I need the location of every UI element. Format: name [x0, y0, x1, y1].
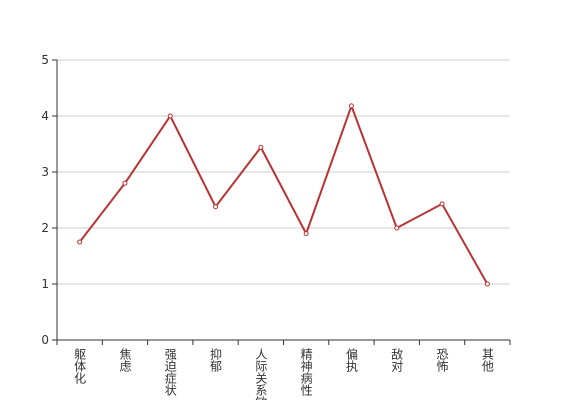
- point: [213, 204, 219, 210]
- point: [77, 239, 83, 245]
- y-tick-label: 2: [41, 221, 49, 235]
- x-tick-label: 精神病性: [299, 348, 313, 397]
- x-tick-label: 其他: [480, 348, 494, 372]
- x-tick-label: 偏执: [344, 347, 358, 373]
- x-tick-label: 人际关系敏感: [254, 348, 268, 400]
- point: [122, 180, 128, 186]
- x-tick-label: 躯体化: [73, 347, 87, 385]
- x-tick-label: 敌对: [390, 347, 404, 372]
- x-tick-label: 强迫症状: [163, 348, 177, 396]
- point: [394, 225, 400, 231]
- line: [78, 102, 489, 285]
- y-tick-label: 0: [41, 333, 49, 347]
- point: [167, 113, 173, 119]
- x-tick-label: 恐怖: [435, 348, 449, 372]
- y-tick-label: 1: [41, 277, 49, 291]
- point: [303, 231, 309, 237]
- x-tick-label: 焦虑: [118, 348, 132, 372]
- y-tick-label: 5: [41, 53, 49, 67]
- point: [484, 281, 490, 287]
- y-tick-label: 3: [41, 165, 49, 179]
- point: [348, 103, 354, 109]
- point: [258, 144, 264, 150]
- y-tick-label: 4: [41, 109, 49, 123]
- x-tick-label: 抑郁: [209, 347, 223, 373]
- point: [439, 201, 445, 207]
